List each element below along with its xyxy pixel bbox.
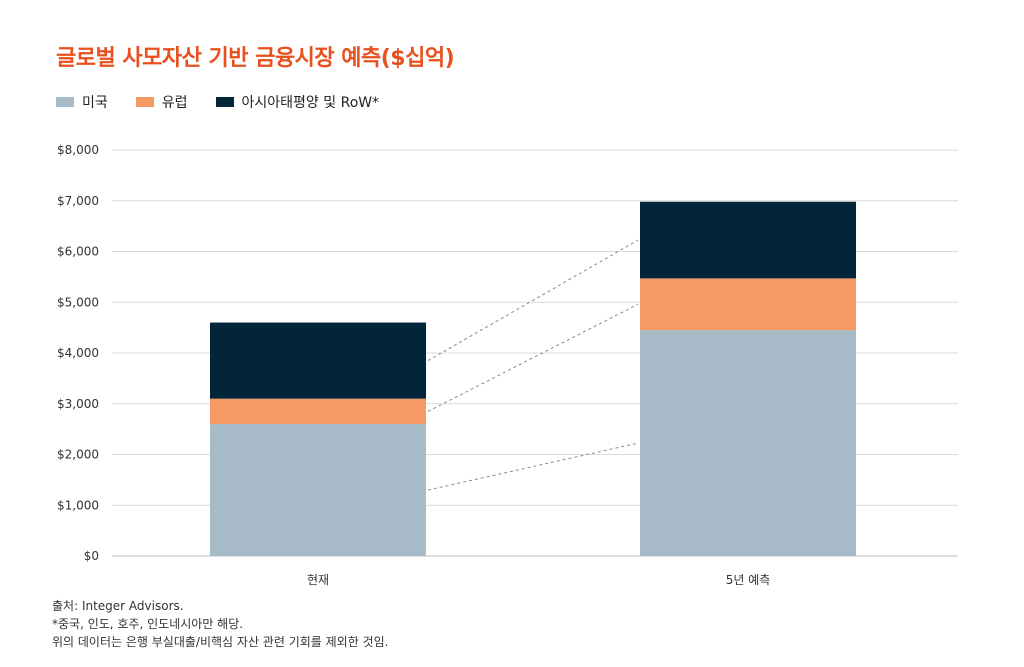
bar-segment-apac (640, 201, 856, 279)
legend-item-apac: 아시아태평양 및 RoW* (215, 92, 380, 112)
bar-segment-apac (210, 322, 426, 399)
connector-layer (427, 239, 639, 491)
connector-line (427, 303, 639, 412)
y-tick-label: $7,000 (57, 194, 99, 208)
footer-note-exclusion: 위의 데이터는 은행 부실대출/비핵심 자산 관련 기회를 제외한 것임. (52, 635, 389, 649)
legend-label-europe: 유럽 (161, 95, 188, 111)
y-tick-label: $2,000 (57, 448, 99, 462)
legend-label-apac: 아시아태평양 및 RoW* (241, 95, 380, 111)
legend-item-us: 미국 (56, 92, 108, 112)
x-tick-label: 현재 (307, 573, 329, 587)
y-tick-label: $0 (84, 549, 99, 563)
chart-title: 글로벌 사모자산 기반 금융시장 예측($십억) (56, 46, 455, 71)
x-axis-tick-labels: 현재 5년 예측 (307, 573, 770, 587)
connector-line (427, 442, 639, 491)
footer-note-regions: *중국, 인도, 호주, 인도네시아만 해당. (52, 617, 244, 631)
y-tick-label: $8,000 (57, 143, 99, 157)
legend-swatch-us (56, 97, 74, 107)
bar-segment-europe (210, 398, 426, 425)
bar-segment-europe (640, 278, 856, 331)
y-tick-label: $5,000 (57, 295, 99, 309)
legend: 미국 유럽 아시아태평양 및 RoW* (56, 92, 379, 112)
y-tick-label: $4,000 (57, 346, 99, 360)
legend-label-us: 미국 (82, 95, 108, 111)
legend-swatch-apac (215, 97, 234, 107)
y-tick-label: $6,000 (57, 245, 99, 259)
connector-line (427, 239, 639, 362)
legend-item-europe: 유럽 (135, 92, 188, 112)
bar-segment-us (640, 330, 856, 556)
y-tick-label: $1,000 (57, 498, 99, 512)
footer-source: 출처: Integer Advisors. (52, 599, 184, 613)
footer-notes: 출처: Integer Advisors. *중국, 인도, 호주, 인도네시아… (52, 597, 388, 651)
x-tick-label: 5년 예측 (726, 573, 771, 587)
legend-swatch-europe (135, 97, 154, 107)
y-tick-label: $3,000 (57, 397, 99, 411)
y-axis-tick-labels: $0 $1,000 $2,000 $3,000 $4,000 $5,000 $6,000 $7… (57, 143, 99, 563)
bar-segment-us (210, 424, 426, 556)
bar-layer (210, 201, 856, 556)
